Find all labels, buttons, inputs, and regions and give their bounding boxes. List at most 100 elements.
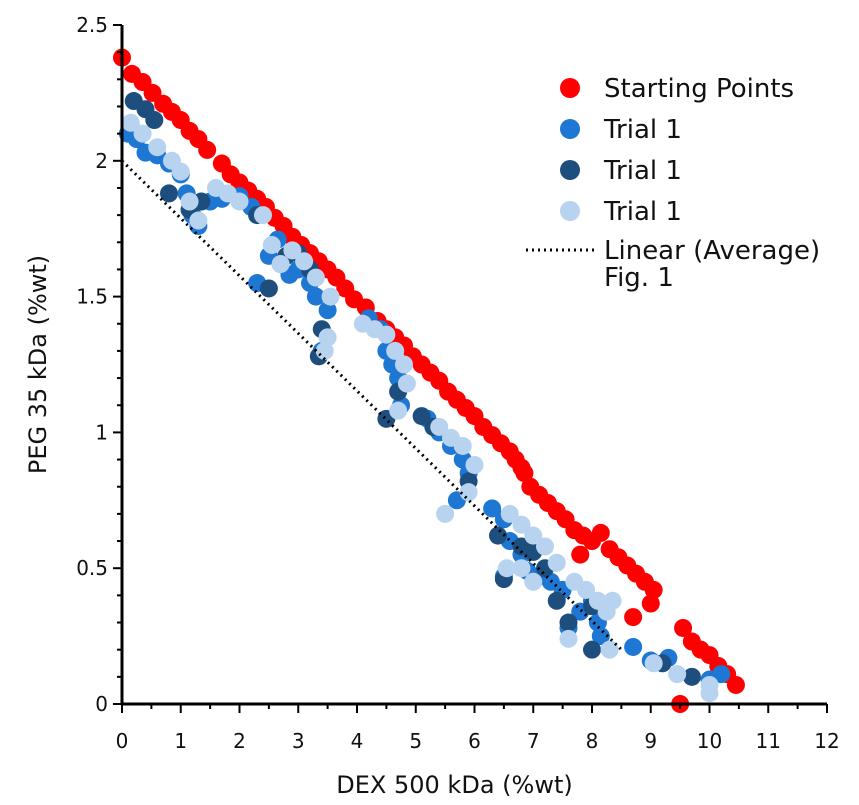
x-tick-label-8: 8	[586, 729, 599, 753]
y-tick-label-2: 1	[95, 420, 108, 444]
series-3-point-37	[497, 559, 516, 578]
series-3-point-23	[395, 355, 413, 374]
series-3-point-14	[295, 252, 314, 271]
series-3-point-4	[171, 162, 190, 181]
series-3-point-35	[536, 537, 554, 556]
series-3-point-33	[512, 515, 531, 534]
series-3-point-13	[283, 241, 302, 260]
series-1-point-45	[591, 627, 610, 646]
y-tick-label-5: 2.5	[76, 13, 108, 37]
series-3-point-36	[547, 553, 566, 572]
y-tick-label-3: 1.5	[76, 285, 108, 309]
series-3-point-21	[377, 325, 396, 344]
series-0-point-55	[571, 545, 590, 564]
x-tick-label-11: 11	[756, 729, 781, 753]
series-0-point-62	[641, 594, 660, 613]
legend-label-2: Trial 1	[603, 156, 682, 186]
legend-label-1: Trial 1	[603, 115, 682, 145]
x-tick-label-6: 6	[468, 729, 481, 753]
series-2-point-7	[259, 279, 278, 298]
series-3-point-26	[430, 417, 449, 436]
series-2-point-2	[145, 111, 164, 130]
series-0-point-70	[726, 675, 745, 694]
legend-marker-0	[560, 78, 580, 98]
series-1-point-18	[306, 287, 325, 306]
series-2-point-28	[682, 667, 701, 686]
series-3-point-11	[262, 235, 281, 254]
series-3-point-6	[189, 211, 208, 230]
series-3-point-1	[133, 124, 152, 143]
series-1-point-50	[712, 665, 731, 684]
legend-label-trendline: Linear (Average)	[604, 236, 820, 266]
series-3-point-39	[524, 572, 543, 591]
series-3-point-49	[700, 684, 719, 703]
series-3-point-47	[668, 665, 687, 684]
y-axis-title: PEG 35 kDa (%wt)	[24, 255, 52, 474]
series-3-point-50	[559, 629, 578, 648]
series-0-point-54	[591, 523, 610, 542]
legend-figure-label: Fig. 1	[604, 263, 674, 293]
series-2-point-24	[559, 613, 578, 632]
series-3-point-28	[453, 436, 472, 455]
series-3-point-41	[577, 580, 596, 599]
series-3-point-2	[148, 138, 167, 157]
series-0-point-45	[515, 464, 534, 483]
series-3-point-12	[271, 255, 290, 274]
series-3-point-5	[180, 192, 199, 211]
series-3-point-10	[254, 206, 272, 225]
x-tick-label-0: 0	[116, 729, 129, 753]
y-tick-label-1: 0.5	[76, 556, 108, 580]
y-tick-label-0: 0	[95, 692, 108, 716]
trendline-layer	[120, 159, 623, 651]
series-2-point-3	[160, 184, 178, 203]
marker-layer	[113, 48, 745, 713]
x-tick-label-9: 9	[644, 729, 657, 753]
series-2-point-25	[583, 640, 601, 659]
x-tick-label-2: 2	[233, 729, 246, 753]
legend-marker-3	[560, 201, 580, 221]
series-3-point-16	[321, 287, 340, 306]
series-0-point-61	[644, 580, 663, 599]
series-2-point-23	[547, 591, 566, 610]
series-3-point-29	[465, 455, 484, 474]
series-3-point-38	[512, 559, 531, 578]
x-tick-label-1: 1	[174, 729, 187, 753]
legend-label-0: Starting Points	[604, 74, 794, 104]
x-tick-label-10: 10	[697, 729, 722, 753]
series-0-point-9	[198, 140, 217, 159]
series-3-point-22	[386, 341, 405, 360]
y-tick-label-4: 2	[95, 149, 108, 173]
series-3-point-45	[600, 640, 619, 659]
legend-marker-2	[560, 160, 580, 180]
series-3-point-46	[644, 654, 663, 673]
x-axis-title: DEX 500 kDa (%wt)	[336, 771, 572, 799]
series-3-point-32	[500, 504, 519, 523]
series-3-point-34	[524, 526, 543, 545]
legend-marker-1	[560, 119, 580, 139]
series-3-point-31	[436, 504, 455, 523]
x-tick-label-7: 7	[527, 729, 540, 753]
series-2-point-18	[489, 526, 507, 545]
series-0-point-63	[624, 608, 643, 627]
series-3-point-25	[389, 401, 408, 420]
series-3-point-15	[306, 268, 325, 287]
legend: Starting Points Trial 1 Trial 1 Trial 1 Line…	[526, 74, 820, 293]
series-1-point-33	[483, 499, 502, 518]
series-1-point-46	[624, 637, 643, 656]
series-3-point-44	[603, 591, 622, 610]
series-3-point-9	[230, 192, 249, 211]
series-0-point-64	[674, 618, 693, 637]
series-3-point-17	[318, 328, 337, 347]
series-3-point-24	[397, 374, 416, 393]
series-2-point-15	[412, 407, 431, 426]
trendline	[120, 159, 623, 651]
series-3-point-0	[121, 113, 140, 132]
x-tick-label-5: 5	[409, 729, 422, 753]
series-1-point-19	[318, 301, 337, 320]
legend-label-3: Trial 1	[603, 197, 682, 227]
x-tick-label-3: 3	[292, 729, 305, 753]
series-3-point-30	[459, 483, 478, 502]
x-tick-label-12: 12	[814, 729, 839, 753]
